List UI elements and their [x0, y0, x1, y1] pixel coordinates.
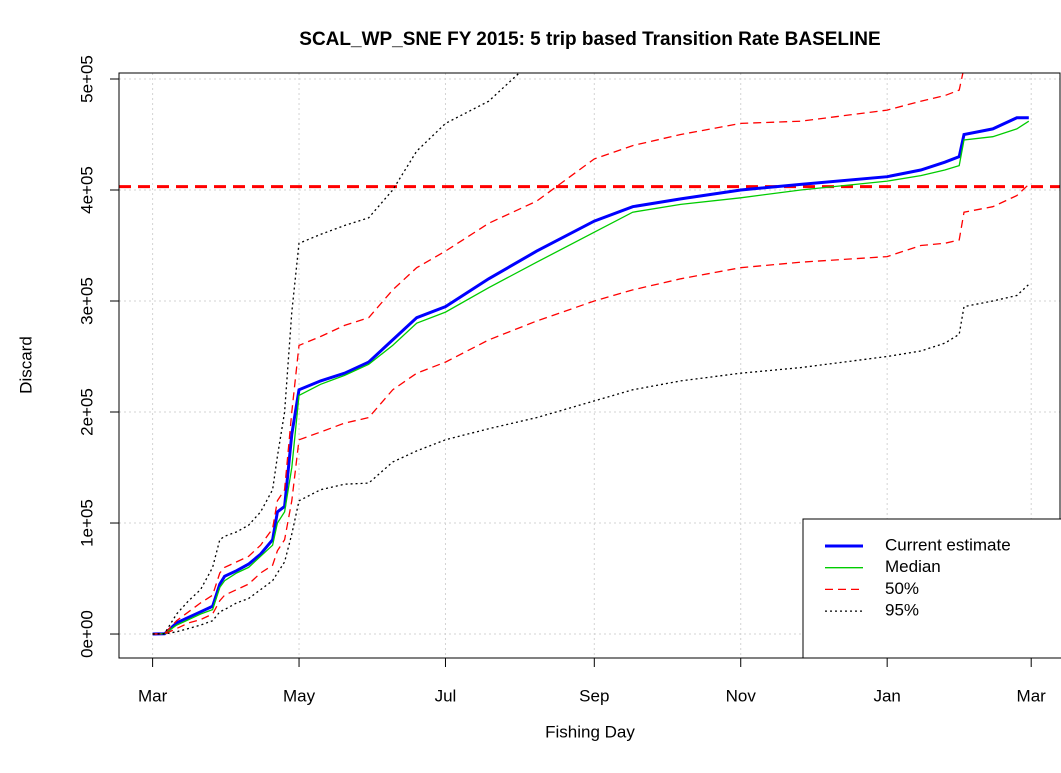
x-tick-label: Jan [873, 686, 900, 705]
y-tick-label: 0e+00 [77, 610, 96, 658]
legend-label: 50% [885, 579, 919, 598]
legend: Current estimate Median 50% 95% [802, 518, 1061, 659]
series-line [152, 183, 1030, 635]
series-line [152, 73, 964, 635]
x-tick-label: May [283, 686, 316, 705]
series-line [152, 73, 521, 635]
plot-lines [119, 73, 1060, 636]
x-tick-label: Mar [138, 686, 168, 705]
legend-label: Median [885, 557, 941, 576]
legend-label: Current estimate [885, 535, 1011, 554]
chart-title: SCAL_WP_SNE FY 2015: 5 trip based Transi… [299, 29, 880, 50]
y-tick-label: 1e+05 [77, 499, 96, 547]
legend-label: 95% [885, 601, 919, 620]
y-tick-label: 5e+05 [77, 55, 96, 103]
y-tick-label: 3e+05 [77, 277, 96, 325]
y-axis-label: Discard [16, 336, 35, 394]
series-line [152, 116, 1029, 636]
x-tick-label: Sep [579, 686, 609, 705]
axes: Mar May Jul Sep Nov Jan Mar 0e+00 1e+05 2e+05 3e+0… [77, 55, 1046, 705]
legend-box [802, 518, 1061, 659]
x-axis-label: Fishing Day [545, 722, 635, 741]
x-tick-label: Nov [726, 686, 757, 705]
series-line [152, 120, 1030, 635]
y-tick-label: 2e+05 [77, 388, 96, 436]
y-tick-label: 4e+05 [77, 166, 96, 214]
x-tick-label: Jul [435, 686, 457, 705]
x-tick-label: Mar [1017, 686, 1047, 705]
plot-frame [118, 72, 1061, 659]
